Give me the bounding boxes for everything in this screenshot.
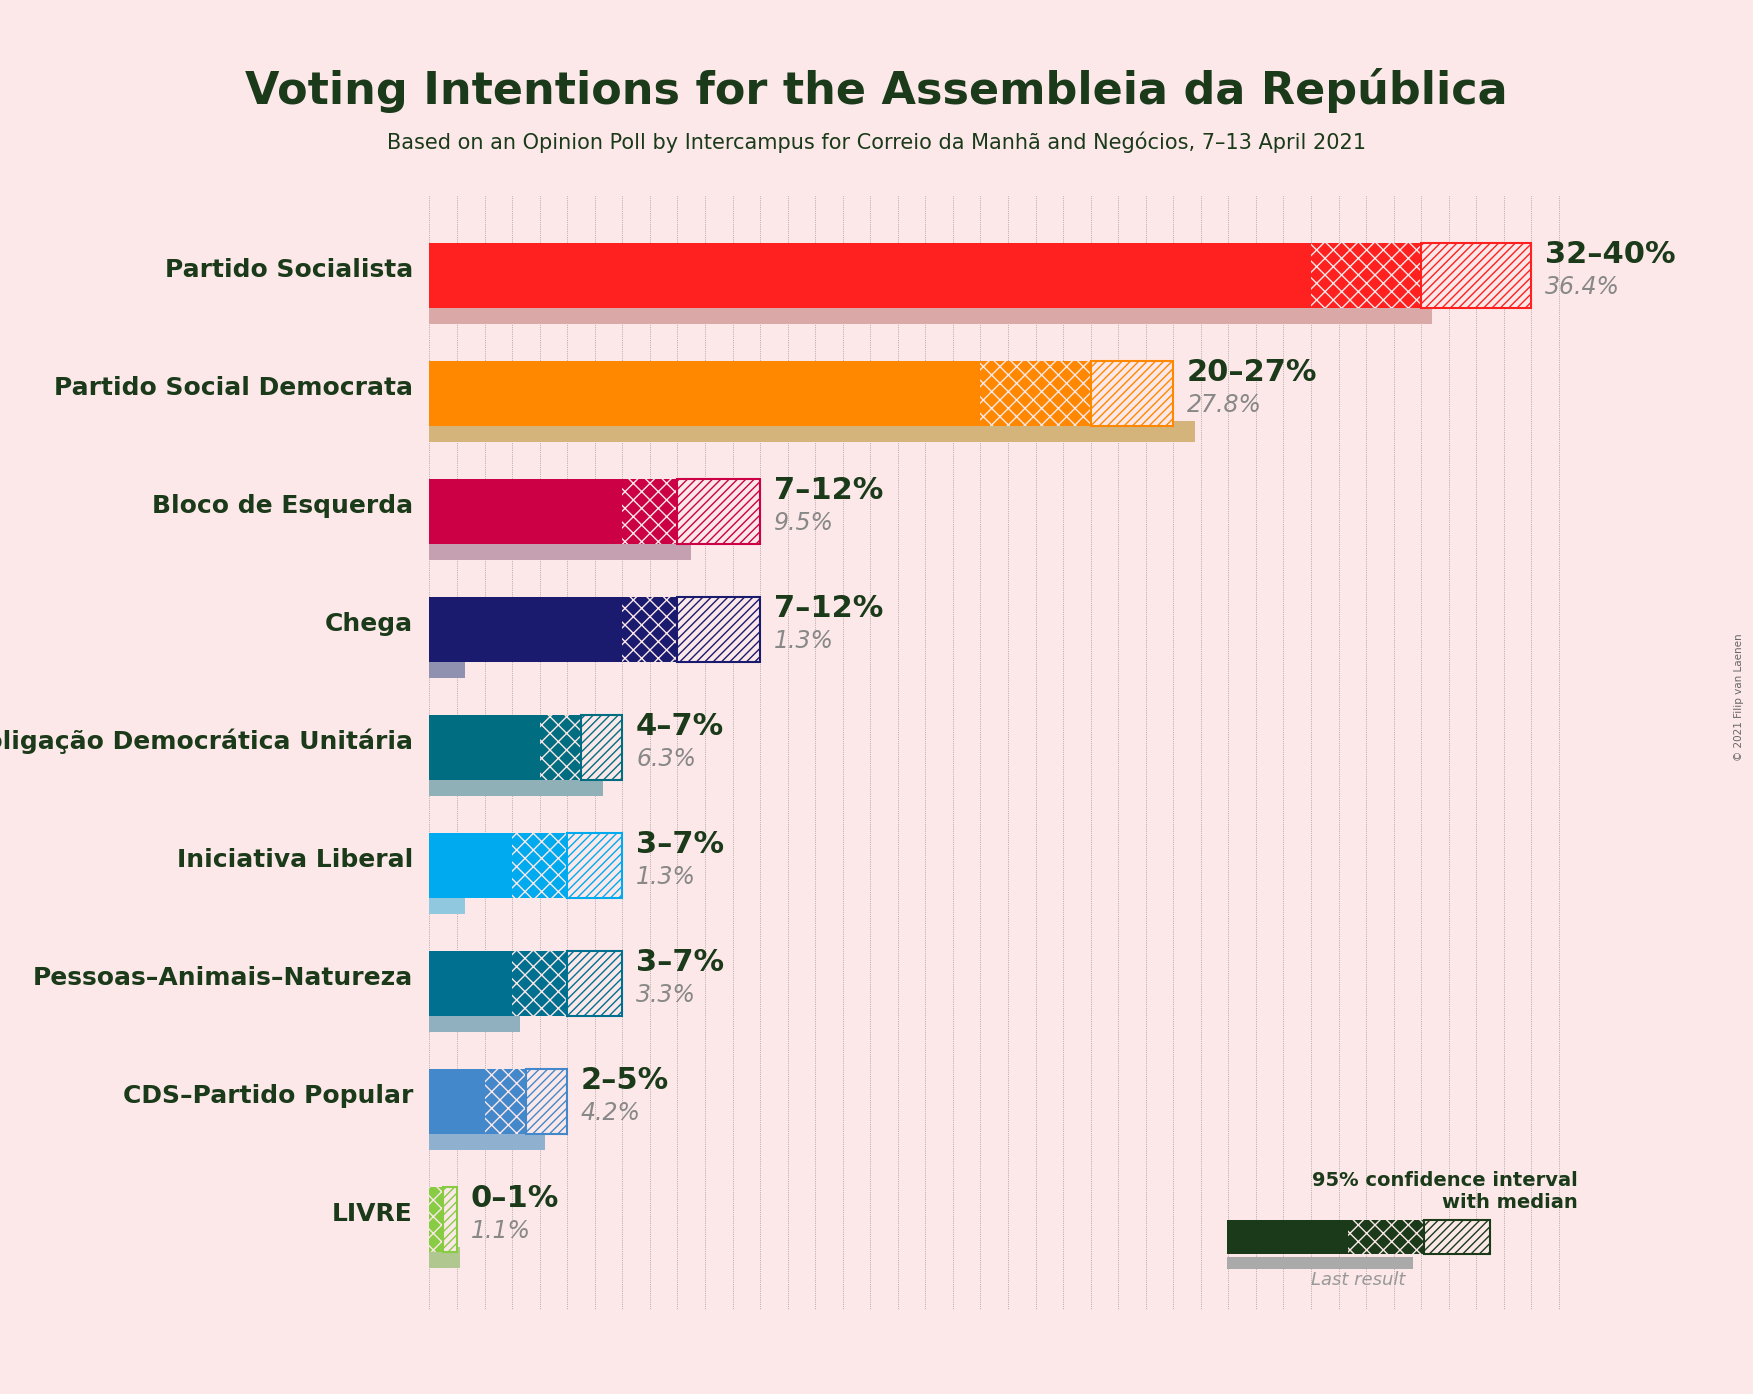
Bar <box>444 1188 458 1252</box>
Bar <box>429 243 1311 308</box>
Bar <box>677 480 761 544</box>
Text: 20–27%: 20–27% <box>1187 358 1318 386</box>
Text: 27.8%: 27.8% <box>1187 393 1262 417</box>
Bar <box>429 480 622 544</box>
Text: 1.1%: 1.1% <box>472 1220 531 1243</box>
Text: 3–7%: 3–7% <box>636 948 724 977</box>
Bar <box>484 1069 526 1133</box>
Bar <box>1311 243 1422 308</box>
Text: 9.5%: 9.5% <box>773 512 834 535</box>
Text: 0–1%: 0–1% <box>472 1184 559 1213</box>
Bar <box>429 834 512 898</box>
Bar <box>1227 1220 1348 1255</box>
Bar <box>580 715 622 779</box>
Text: 1.3%: 1.3% <box>636 866 696 889</box>
Text: CDS–Partido Popular: CDS–Partido Popular <box>123 1083 414 1108</box>
Bar <box>512 951 568 1016</box>
Bar <box>429 361 980 427</box>
Bar <box>568 951 622 1016</box>
Bar <box>429 775 603 796</box>
Text: 1.3%: 1.3% <box>773 629 834 654</box>
Bar <box>429 421 1196 442</box>
Bar <box>526 1069 568 1133</box>
Text: Bloco de Esquerda: Bloco de Esquerda <box>153 493 414 517</box>
Text: Pessoas–Animais–Natureza: Pessoas–Animais–Natureza <box>33 966 414 990</box>
Text: 36.4%: 36.4% <box>1544 275 1620 300</box>
Text: 3–7%: 3–7% <box>636 829 724 859</box>
Bar <box>512 834 568 898</box>
Text: 95% confidence interval
with median: 95% confidence interval with median <box>1311 1171 1578 1211</box>
Bar <box>980 361 1090 427</box>
Bar <box>429 715 540 779</box>
Text: 4–7%: 4–7% <box>636 712 724 740</box>
Text: 7–12%: 7–12% <box>773 475 884 505</box>
Text: Chega: Chega <box>324 612 414 636</box>
Bar <box>1227 1257 1413 1269</box>
Text: 4.2%: 4.2% <box>580 1101 642 1125</box>
Bar <box>429 657 465 677</box>
Bar <box>429 1129 545 1150</box>
Text: Partido Socialista: Partido Socialista <box>165 258 414 282</box>
Bar <box>429 1069 484 1133</box>
Bar <box>622 480 677 544</box>
Text: Coligação Democrática Unitária: Coligação Democrática Unitária <box>0 729 414 754</box>
Bar <box>1422 243 1532 308</box>
Bar <box>429 1188 444 1252</box>
Text: 3.3%: 3.3% <box>636 983 696 1008</box>
Text: © 2021 Filip van Laenen: © 2021 Filip van Laenen <box>1734 633 1744 761</box>
Bar <box>568 834 622 898</box>
Bar <box>677 597 761 662</box>
Bar <box>429 892 465 914</box>
Text: Based on an Opinion Poll by Intercampus for Correio da Manhã and Negócios, 7–13 : Based on an Opinion Poll by Intercampus … <box>387 131 1366 153</box>
Text: 7–12%: 7–12% <box>773 594 884 623</box>
Bar <box>429 597 622 662</box>
Text: Partido Social Democrata: Partido Social Democrata <box>54 375 414 400</box>
Text: Last result: Last result <box>1311 1271 1406 1289</box>
Text: 6.3%: 6.3% <box>636 747 696 771</box>
Text: 2–5%: 2–5% <box>580 1066 670 1094</box>
Text: Voting Intentions for the Assembleia da República: Voting Intentions for the Assembleia da … <box>245 68 1508 113</box>
Bar <box>429 951 512 1016</box>
Bar <box>540 715 580 779</box>
Bar <box>429 302 1432 323</box>
Text: Iniciativa Liberal: Iniciativa Liberal <box>177 848 414 871</box>
Bar <box>1348 1220 1423 1255</box>
Bar <box>429 1011 521 1032</box>
Text: 32–40%: 32–40% <box>1544 240 1676 269</box>
Bar <box>429 1246 459 1269</box>
Bar <box>1090 361 1173 427</box>
Bar <box>622 597 677 662</box>
Bar <box>429 538 691 560</box>
Bar <box>1423 1220 1490 1255</box>
Text: LIVRE: LIVRE <box>333 1202 414 1225</box>
